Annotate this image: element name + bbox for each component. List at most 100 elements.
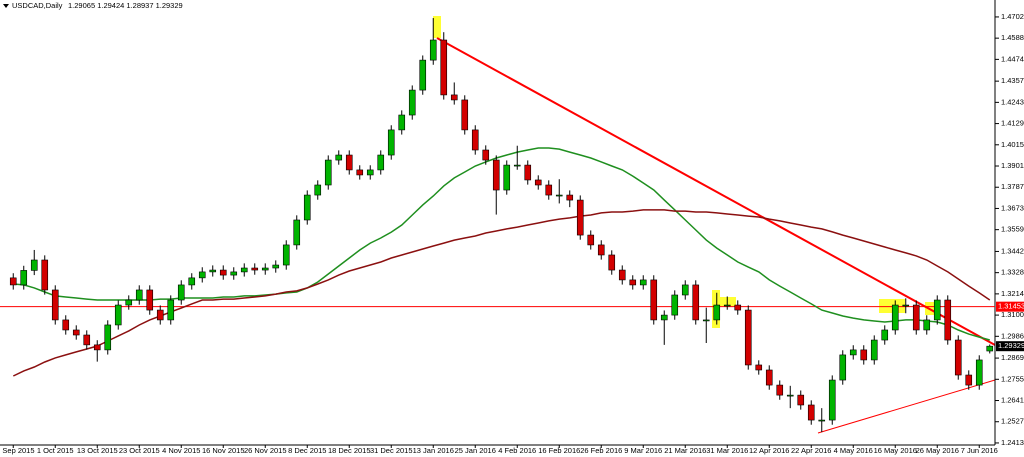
candle — [912, 300, 920, 335]
candle-body — [870, 339, 878, 361]
candle-body — [923, 319, 931, 331]
candle — [702, 307, 710, 344]
candle — [429, 18, 437, 65]
candle-body — [765, 369, 773, 386]
candle-body — [387, 129, 395, 156]
x-tick-label: 9 Mar 2016 — [624, 446, 662, 455]
x-tick-label: 26 Nov 2015 — [244, 446, 287, 455]
candle — [818, 408, 826, 433]
candle — [314, 180, 322, 200]
candle — [345, 150, 353, 175]
x-tick-label: 22 Apr 2016 — [791, 446, 831, 455]
candle — [83, 330, 91, 350]
candle — [587, 230, 595, 250]
y-tick-label: 1.42430 — [1001, 97, 1024, 106]
candle — [251, 263, 259, 275]
candle-body — [839, 354, 847, 381]
x-tick-label: 25 Jan 2016 — [455, 446, 496, 455]
trendline — [817, 379, 996, 434]
candle-body — [534, 179, 542, 186]
x-tick-label: 4 Feb 2016 — [498, 446, 536, 455]
candle — [660, 310, 668, 345]
candle-body — [51, 289, 59, 321]
candle — [828, 375, 836, 425]
x-tick-label: 4 May 2016 — [834, 446, 873, 455]
candle — [618, 265, 626, 285]
candle — [188, 273, 196, 290]
candle-body — [576, 199, 584, 236]
x-tick-label: 31 Dec 2015 — [370, 446, 413, 455]
candle — [524, 160, 532, 185]
candle-body — [723, 304, 731, 307]
x-tick-label: 1 Oct 2015 — [37, 446, 74, 455]
candle — [744, 305, 752, 370]
candle — [986, 344, 994, 354]
candle-body — [429, 39, 437, 61]
x-tick-label: 13 Jan 2016 — [413, 446, 454, 455]
candle-body — [681, 284, 689, 296]
candle-body — [167, 299, 175, 321]
candle-body — [335, 154, 343, 161]
candle — [41, 255, 49, 295]
y-tick-label: 1.44740 — [1001, 54, 1024, 63]
candle-body — [933, 299, 941, 321]
candle — [860, 345, 868, 365]
candle — [408, 85, 416, 120]
candle — [461, 95, 469, 135]
candle-body — [492, 159, 500, 191]
moving-average — [13, 147, 990, 341]
x-tick-label: 23 Oct 2015 — [119, 446, 160, 455]
candle-body — [314, 184, 322, 196]
candle-body — [786, 394, 794, 397]
candle-body — [303, 194, 311, 221]
candle — [492, 155, 500, 215]
candle-body — [524, 164, 532, 181]
candle — [734, 300, 742, 315]
y-tick-label: 1.45880 — [1001, 33, 1024, 42]
candle — [324, 155, 332, 190]
x-tick-label: 8 Dec 2015 — [288, 446, 326, 455]
candle — [177, 280, 185, 305]
candle-body — [986, 345, 994, 352]
candle — [198, 267, 206, 283]
candle — [62, 315, 70, 335]
candle — [135, 285, 143, 305]
candle-body — [146, 289, 154, 311]
candle-body — [72, 329, 80, 336]
x-tick-label: 4 Nov 2015 — [162, 446, 200, 455]
candle — [923, 315, 931, 335]
candle — [482, 145, 490, 165]
candle-body — [912, 304, 920, 331]
candle — [72, 325, 80, 340]
y-tick-label: 1.29860 — [1001, 331, 1024, 340]
candle-body — [41, 259, 49, 291]
candle — [30, 249, 38, 276]
candle-body — [891, 304, 899, 331]
candle-body — [156, 309, 164, 321]
candle — [597, 240, 605, 260]
candle — [933, 295, 941, 325]
candle — [765, 365, 773, 390]
candle — [975, 355, 983, 390]
candle — [965, 370, 973, 390]
candle — [608, 250, 616, 275]
candle-body — [555, 194, 563, 197]
candle — [167, 295, 175, 325]
candle — [545, 180, 553, 200]
x-tick-label: 7 Jun 2016 — [961, 446, 998, 455]
x-tick-label: 12 Apr 2016 — [749, 446, 789, 455]
candle-body — [219, 269, 227, 276]
x-tick-label: 16 Feb 2016 — [538, 446, 580, 455]
candle-body — [734, 304, 742, 311]
candle — [891, 300, 899, 335]
candle — [881, 325, 889, 345]
candle-body — [482, 149, 490, 161]
y-tick-label: 1.32140 — [1001, 289, 1024, 298]
y-tick-label: 1.47020 — [1001, 12, 1024, 21]
candle — [377, 150, 385, 175]
y-tick-label: 1.33280 — [1001, 268, 1024, 277]
candle-body — [398, 114, 406, 131]
y-tick-label: 1.34420 — [1001, 246, 1024, 255]
y-tick-label: 1.24130 — [1001, 438, 1024, 447]
x-tick-label: 16 Nov 2015 — [202, 446, 245, 455]
